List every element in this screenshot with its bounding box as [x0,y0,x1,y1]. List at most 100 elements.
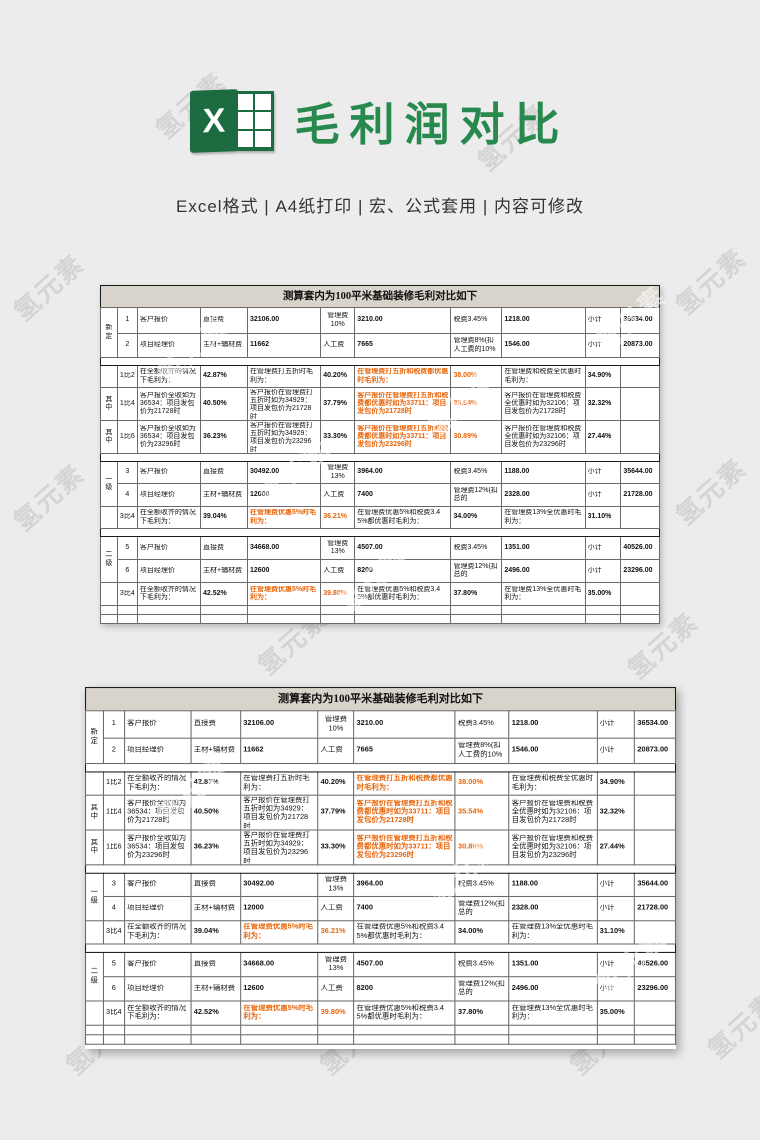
table-cell: 4507.00 [353,951,456,978]
table-row: 6 项目经理价 主材+辅材费 12600 人工费 8200 管理费12%(扣总的 2496.0… [101,559,660,583]
table-cell: 38.00% [450,365,503,388]
table-cell: 在全额收齐的情况下毛利为： [136,365,202,388]
table-cell: 在管理费和税费全优惠时毛利为： [508,771,598,796]
excel-icon-letter: X [203,100,226,140]
table-cell: 1218.00 [501,307,586,334]
table-cell: 人工费 [320,483,356,507]
watermark: 氢元素 [701,986,760,1065]
table-cell: 小计 [584,559,622,583]
page-subtitle: Excel格式 | A4纸打印 | 宏、公式套用 | 内容可修改 [176,197,584,216]
table-cell: 34.90% [596,771,636,796]
table-cell: 小计 [596,737,636,765]
table-cell: 小计 [596,895,636,922]
table-cell: 20873.00 [620,333,660,358]
table-cell: 客户报价在管理费打五折时如为34929：项目发包价为21728时 [240,794,319,831]
empty-cell [200,605,248,615]
table-cell: 7665 [354,333,452,358]
table-cell: 12600 [246,559,322,583]
table-row: 1比2 在全额收齐的情况下毛利为： 42.87% 在管理费打五折时毛利为： 40.20%… [85,771,677,796]
table-cell: 5 [102,951,125,978]
table-cell: 3比4 [116,582,138,606]
table-cell: 30492.00 [240,872,319,898]
table-cell: 27.44% [596,829,636,866]
table-cell: 人工费 [320,333,356,358]
empty-cell [320,614,356,624]
empty-cell [508,1034,598,1045]
table-cell: 小计 [584,333,622,358]
table-cell: 40526.00 [634,951,677,978]
table-cell [100,365,118,388]
table-cell: 42.87% [200,365,248,388]
table-cell: 36534.00 [634,710,677,739]
table-cell: 42.52% [190,1000,242,1026]
empty-cell [620,605,660,615]
table-cell: 管理费12%(扣总的 [454,895,510,922]
table-cell: 在管理费优惠5%和税费3.45%都优惠时毛利为： [353,920,456,945]
section-gap-row [85,864,676,874]
table-cell: 一 级 [100,461,118,507]
empty-cell [596,1034,636,1045]
table-cell: 二 级 [85,951,104,1002]
table-cell: 34668.00 [246,536,322,560]
table-cell: 35.54% [450,387,503,421]
table-cell: 36.23% [200,420,248,454]
table-row: 其 中 1比4 客户报价全收如为36534：项目发包价为21728时 40.50% 客户… [100,387,660,421]
table-cell [620,365,660,388]
table-cell: 客户报价 [136,536,202,560]
table-row: 新 定 1 客户报价 直接费 32106.00 管理费 10% 3210.00 税费3.45%… [85,710,677,765]
section-gap-cell [85,864,676,874]
table-cell: 主材+辅材费 [190,895,242,922]
table-cell: 在全额收齐的情况下毛利为： [123,1000,192,1026]
table-cell: 3210.00 [353,710,456,739]
table-cell: 4 [116,483,138,507]
empty-cell [584,605,622,615]
table-cell: 管理费 10% [320,307,356,334]
table-cell: 34.00% [450,506,503,529]
table-cell: 3比4 [102,920,125,945]
table-cell: 40.50% [190,794,242,831]
table-row: 其 中 1比4 客户报价全收如为36534：项目发包价为21728时 40.50% 客户… [85,794,677,831]
empty-cell [454,1024,510,1036]
excel-icon: X [190,88,275,153]
table-cell: 2 [102,737,125,765]
table-cell: 34.00% [454,920,510,945]
sheet-title-2: 测算套内为100平米基础装修毛利对比如下 [85,687,677,711]
table-cell: 直接费 [200,536,248,560]
empty-cell [353,1024,456,1036]
table-cell: 在全额收齐的情况下毛利为： [136,582,202,606]
section-gap-cell [85,943,676,953]
table-cell: 项目经理价 [136,483,202,507]
empty-cell [246,605,322,615]
table-cell: 新 定 [85,710,104,765]
empty-cell [508,1024,598,1036]
table-cell: 主材+辅材费 [200,559,248,583]
table-cell: 主材+辅材费 [190,737,242,765]
table-cell: 11662 [240,737,319,765]
empty-cell [190,1034,242,1045]
table-cell: 项目经理价 [123,737,192,765]
table-row: 新 定 1 客户报价 直接费 32106.00 管理费 10% 3210.00 税费3.45%… [100,307,660,358]
table-cell: 管理费8%(扣人工费的10% [450,333,503,358]
table-cell: 客户报价全收如为36534：项目发包价为23296时 [123,829,192,866]
table-cell: 30492.00 [246,461,322,484]
table-cell: 项目经理价 [136,559,202,583]
table-cell: 1比4 [102,794,125,831]
table-cell: 39.80% [317,1000,355,1026]
table-cell: 小计 [596,951,636,978]
watermark: 氢元素 [669,452,753,531]
table-cell: 37.79% [320,387,356,421]
table-cell: 在管理费13%全优惠时毛利为： [508,920,598,945]
table-cell: 42.52% [200,582,248,606]
table-cell: 27.44% [584,420,622,454]
table-row [100,614,660,624]
table-cell: 3964.00 [353,872,456,898]
table-cell: 2496.00 [508,976,598,1002]
table-row: 一 级 3 客户报价 直接费 30492.00 管理费 13% 3964.00 税费3.45%… [85,872,677,922]
section-gap-row [100,453,660,462]
watermark: 氢元素 [7,248,91,327]
empty-cell [123,1034,192,1045]
empty-cell [136,605,202,615]
table-cell [620,387,660,421]
table-cell: 7400 [354,483,452,507]
empty-cell [190,1024,242,1036]
